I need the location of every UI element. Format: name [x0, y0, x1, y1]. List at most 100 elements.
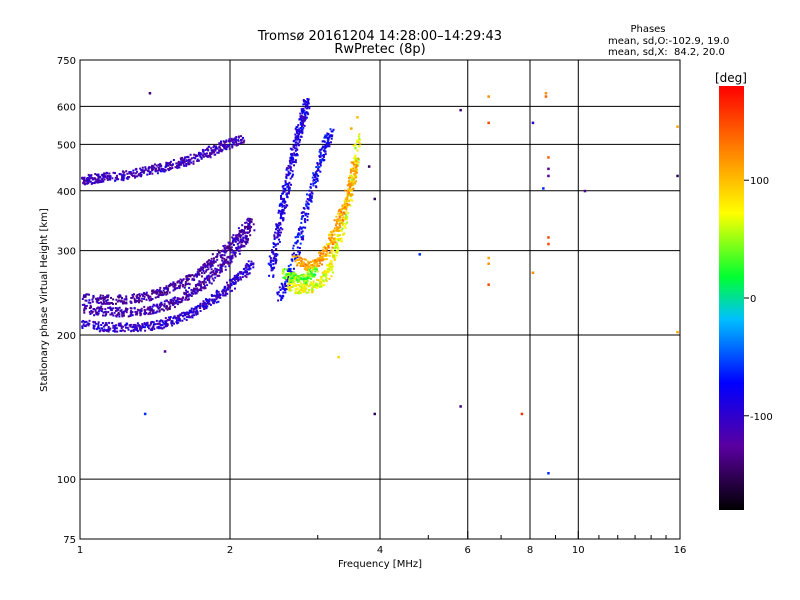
data-point — [272, 246, 275, 249]
data-point — [190, 157, 193, 160]
data-point — [178, 161, 181, 164]
data-point — [306, 280, 309, 282]
data-point — [171, 322, 174, 325]
data-point — [191, 316, 194, 319]
colorbar-label: [deg] — [715, 71, 747, 85]
data-point — [205, 302, 208, 305]
data-point — [84, 305, 87, 307]
data-point — [288, 172, 291, 175]
data-point — [278, 234, 281, 237]
data-point — [202, 280, 205, 283]
data-point — [300, 123, 302, 126]
data-point — [328, 254, 331, 257]
data-point — [113, 328, 116, 331]
data-point — [94, 181, 97, 184]
data-point — [185, 156, 188, 159]
data-point — [183, 286, 186, 289]
data-point — [103, 178, 106, 181]
data-point — [315, 181, 317, 183]
data-point — [202, 300, 205, 303]
data-point — [283, 201, 286, 204]
data-point — [186, 275, 189, 278]
data-point — [234, 234, 237, 237]
data-point — [320, 161, 323, 164]
data-point — [232, 238, 235, 241]
data-point — [343, 203, 346, 206]
data-point — [321, 257, 324, 260]
data-point — [276, 291, 279, 294]
data-point — [134, 176, 136, 179]
data-point — [542, 187, 545, 190]
data-point — [210, 262, 213, 265]
data-point — [155, 164, 158, 167]
data-point — [544, 92, 548, 95]
data-point — [138, 301, 140, 304]
data-point — [177, 160, 180, 163]
data-point — [330, 130, 333, 133]
data-point — [288, 282, 291, 285]
data-point — [231, 255, 234, 258]
data-point — [225, 139, 228, 142]
data-point — [346, 192, 349, 194]
data-point — [318, 150, 321, 153]
data-point — [211, 295, 214, 297]
data-point — [109, 313, 112, 316]
data-point — [117, 299, 120, 302]
data-point — [187, 161, 190, 164]
data-point — [329, 265, 332, 268]
data-point — [310, 197, 313, 200]
data-point — [184, 280, 187, 283]
data-point — [200, 289, 203, 292]
data-point — [195, 309, 198, 312]
data-point — [162, 289, 165, 292]
data-point — [231, 141, 234, 144]
data-point — [190, 309, 193, 312]
data-point — [118, 173, 121, 175]
data-point — [248, 226, 251, 229]
data-point — [246, 271, 248, 273]
data-point — [132, 295, 135, 298]
data-point — [309, 199, 312, 202]
data-point — [334, 237, 337, 240]
data-point — [231, 278, 234, 281]
data-point — [296, 148, 299, 151]
data-point — [136, 322, 139, 325]
data-point — [312, 282, 314, 285]
data-point — [194, 311, 197, 314]
data-point — [196, 288, 199, 291]
data-point — [125, 323, 128, 326]
data-point — [165, 319, 168, 322]
data-point — [232, 141, 235, 144]
data-point — [210, 149, 213, 152]
data-point — [323, 149, 325, 152]
data-point — [308, 107, 311, 110]
data-point — [244, 264, 247, 267]
data-point — [123, 298, 126, 301]
data-point — [234, 255, 237, 258]
data-point — [289, 270, 292, 272]
data-point — [315, 262, 318, 265]
data-point — [152, 303, 155, 306]
data-point — [339, 239, 342, 242]
data-point — [234, 240, 237, 243]
data-point — [302, 120, 305, 123]
data-point — [212, 261, 215, 264]
data-point — [218, 274, 221, 277]
data-point — [146, 308, 149, 311]
data-point — [83, 180, 86, 183]
data-point — [278, 294, 281, 297]
data-point — [119, 329, 122, 332]
data-point — [330, 234, 333, 237]
data-point — [112, 314, 115, 317]
data-point — [297, 250, 300, 253]
data-point — [311, 275, 314, 278]
data-point — [84, 182, 87, 185]
data-point — [286, 286, 289, 289]
data-point — [146, 169, 149, 172]
data-point — [119, 300, 122, 303]
data-point — [83, 308, 86, 311]
data-point — [329, 128, 332, 131]
data-point — [100, 181, 103, 183]
data-point — [291, 272, 294, 275]
data-point — [206, 284, 209, 287]
